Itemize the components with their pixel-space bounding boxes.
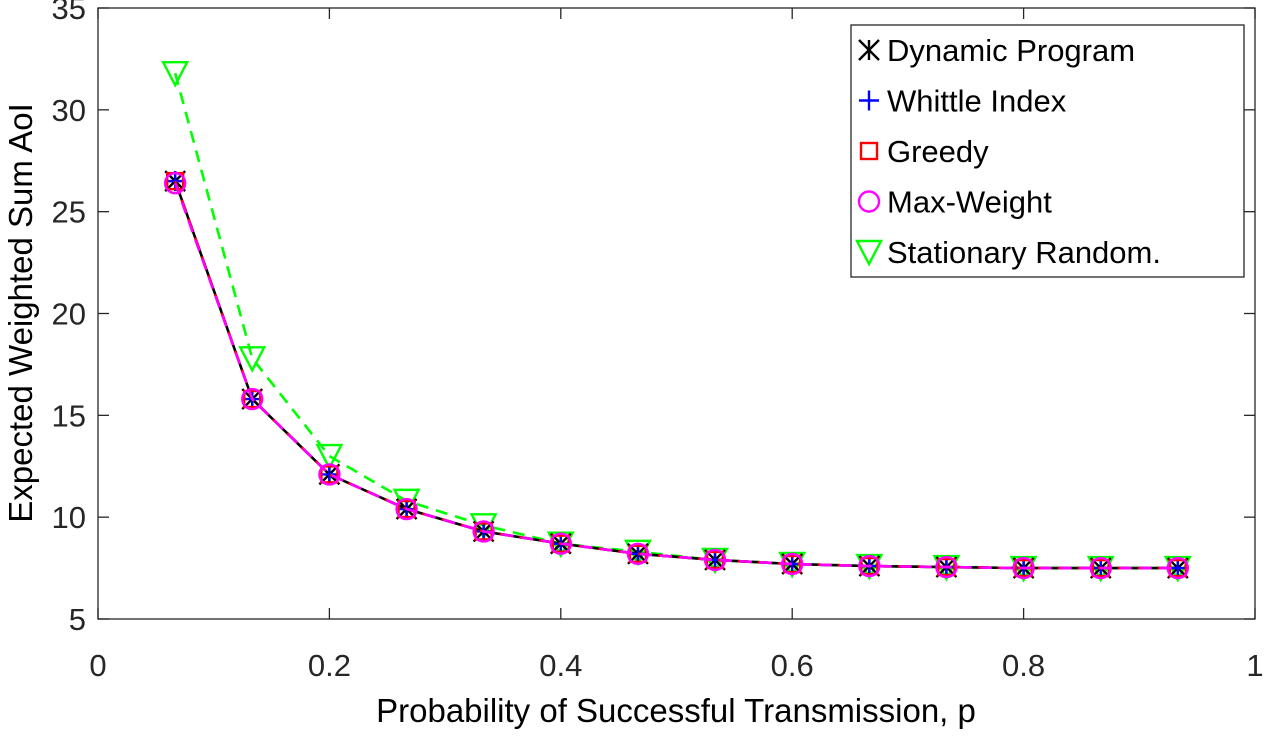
data-point-greedy xyxy=(397,499,416,519)
x-tick-label: 0 xyxy=(89,648,106,683)
legend-box xyxy=(850,24,1245,278)
data-point-stationary-random xyxy=(161,60,190,88)
y-tick-label: 5 xyxy=(69,602,86,637)
legend: Dynamic Program Whittle Index Greedy Max-We… xyxy=(850,24,1245,278)
y-tick-label: 15 xyxy=(52,398,86,433)
legend-label-max-weight: Max-Weight xyxy=(887,185,1052,220)
data-point-max-weight xyxy=(781,552,804,576)
data-point-max-weight xyxy=(163,171,187,195)
legend-label-whittle-index: Whittle Index xyxy=(887,84,1067,119)
y-tick-label: 35 xyxy=(52,0,86,26)
data-point-greedy xyxy=(243,389,262,409)
legend-entry-greedy: Greedy xyxy=(859,134,989,169)
data-point-stationary-random xyxy=(238,346,267,373)
x-tick-label: 0.6 xyxy=(771,648,814,683)
y-tick-label: 25 xyxy=(52,195,86,230)
data-point-max-weight xyxy=(703,548,727,572)
legend-entry-whittle-index: Whittle Index xyxy=(859,84,1067,119)
legend-entry-max-weight: Max-Weight xyxy=(857,185,1052,220)
series-layer xyxy=(161,60,1192,583)
legend-marker-greedy xyxy=(859,141,879,161)
data-point-max-weight xyxy=(395,497,418,521)
legend-label-dynamic-program: Dynamic Program xyxy=(887,33,1135,68)
data-point-max-weight xyxy=(549,532,572,555)
x-tick-label: 1 xyxy=(1246,648,1263,683)
data-point-max-weight xyxy=(241,387,264,411)
legend-marker-whittle-index xyxy=(859,90,879,111)
data-point-whittle-index xyxy=(319,464,340,485)
data-point-max-weight xyxy=(858,554,881,578)
data-point-max-weight xyxy=(472,520,495,543)
legend-entry-dynamic-program: Dynamic Program xyxy=(858,33,1135,68)
data-point-max-weight xyxy=(1012,556,1035,580)
data-point-greedy xyxy=(937,557,956,577)
data-point-stationary-random xyxy=(315,443,344,471)
data-point-max-weight xyxy=(626,542,650,566)
legend-entry-stationary-random: Stationary Random. xyxy=(855,235,1161,270)
x-tick-label: 0.2 xyxy=(308,648,351,683)
legend-label-stationary-random: Stationary Random. xyxy=(887,235,1161,270)
x-tick-label: 0.8 xyxy=(1002,648,1045,683)
legend-label-greedy: Greedy xyxy=(887,134,989,169)
y-axis-title: Expected Weighted Sum AoI xyxy=(2,103,39,522)
data-point-greedy xyxy=(320,465,339,484)
x-tick-label: 0.4 xyxy=(539,648,582,683)
legend-marker-dynamic-program xyxy=(858,39,880,61)
x-axis-title: Probability of Successful Transmission, … xyxy=(376,692,976,729)
data-point-max-weight xyxy=(1166,556,1190,580)
series-max-weight xyxy=(163,171,1190,580)
data-point-max-weight xyxy=(935,555,958,579)
y-tick-label: 20 xyxy=(52,297,86,332)
legend-marker-stationary-random xyxy=(855,239,883,267)
y-tick-label: 30 xyxy=(52,93,86,128)
series-line-max-weight xyxy=(173,182,1178,570)
data-point-max-weight xyxy=(1089,556,1112,580)
y-tick-label: 10 xyxy=(52,500,86,535)
legend-marker-max-weight xyxy=(857,190,881,213)
data-point-max-weight xyxy=(318,463,341,486)
